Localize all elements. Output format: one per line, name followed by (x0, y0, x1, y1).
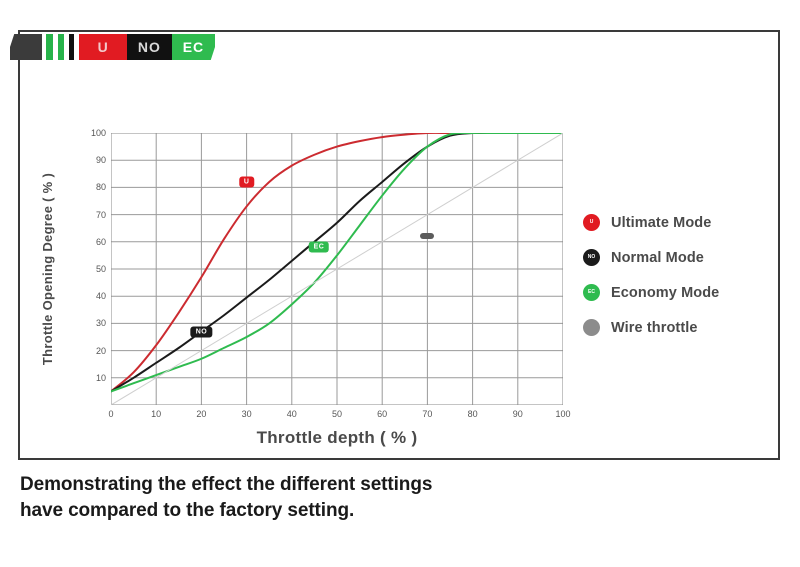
y-tick-50: 50 (95, 264, 106, 274)
x-tick-10: 10 (151, 409, 162, 419)
x-tick-0: 0 (108, 409, 114, 419)
x-tick-50: 50 (331, 409, 343, 419)
y-tick-20: 20 (95, 345, 106, 356)
chart-badge-ec: EC (308, 241, 330, 253)
grid-lines (111, 133, 563, 405)
x-axis-title: Throttle depth ( % ) (256, 428, 418, 447)
x-tick-60: 60 (377, 409, 388, 419)
y-tick-80: 80 (95, 182, 106, 193)
chart-badge-u: U (238, 176, 255, 188)
logo-segment-gap-3 (64, 34, 69, 60)
x-tick-80: 80 (467, 409, 478, 419)
y-tick-70: 70 (95, 209, 106, 220)
legend-label: Economy Mode (611, 284, 720, 301)
legend-marker-icon-ec: EC (583, 284, 600, 301)
brand-logo: U NO EC (6, 34, 219, 60)
legend-label: Wire throttle (611, 319, 698, 336)
y-axis-title: Throttle Opening Degree ( % ) (40, 172, 55, 366)
legend-item-wt[interactable]: Wire throttle (583, 310, 763, 345)
chart-badge-no: NO (190, 326, 213, 338)
legend-item-ec[interactable]: EC Economy Mode (583, 275, 763, 310)
series-line-wt (111, 133, 563, 405)
chart-badge-wire-throttle (420, 233, 435, 240)
caption-line-1: Demonstrating the effect the different s… (20, 474, 433, 495)
y-tick-60: 60 (95, 236, 106, 247)
caption-line-2: have compared to the factory setting. (20, 499, 355, 521)
chart-canvas (111, 133, 563, 405)
series-line-ec (111, 133, 563, 391)
plot-area: 10 20 30 40 50 60 70 80 90 100 0 10 20 30 40 50 60 70 80 9… (91, 128, 571, 419)
legend-label: Ultimate Mode (611, 214, 712, 231)
y-tick-90: 90 (95, 155, 106, 166)
series-lines (111, 133, 563, 405)
legend-label: Normal Mode (611, 249, 704, 266)
y-tick-100: 100 (90, 128, 106, 138)
x-tick-20: 20 (196, 409, 207, 419)
logo-segment-ec: EC (172, 34, 215, 60)
y-tick-10: 10 (95, 372, 106, 383)
x-tick-70: 70 (422, 409, 433, 419)
series-line-u (111, 133, 563, 391)
series-line-no (111, 133, 563, 391)
chart-legend: U Ultimate Mode NO Normal Mode EC Economy Mod… (583, 205, 763, 345)
legend-item-u[interactable]: U Ultimate Mode (583, 205, 763, 240)
y-tick-40: 40 (95, 291, 106, 302)
y-tick-30: 30 (95, 318, 106, 329)
logo-segment-dark (10, 34, 42, 60)
x-tick-90: 90 (512, 409, 523, 419)
x-tick-100: 100 (555, 409, 571, 419)
legend-marker-icon-wt (583, 319, 600, 336)
legend-marker-icon-u: U (583, 214, 600, 231)
caption: Demonstrating the effect the different s… (20, 472, 760, 523)
logo-segment-no: NO (127, 34, 173, 60)
legend-item-no[interactable]: NO Normal Mode (583, 240, 763, 275)
x-tick-30: 30 (241, 409, 252, 419)
logo-segment-u: U (78, 34, 128, 60)
x-tick-40: 40 (286, 409, 297, 419)
logo-segment-gap-2 (52, 34, 58, 60)
legend-marker-icon-no: NO (583, 249, 600, 266)
logo-segment-green-1 (46, 34, 53, 60)
